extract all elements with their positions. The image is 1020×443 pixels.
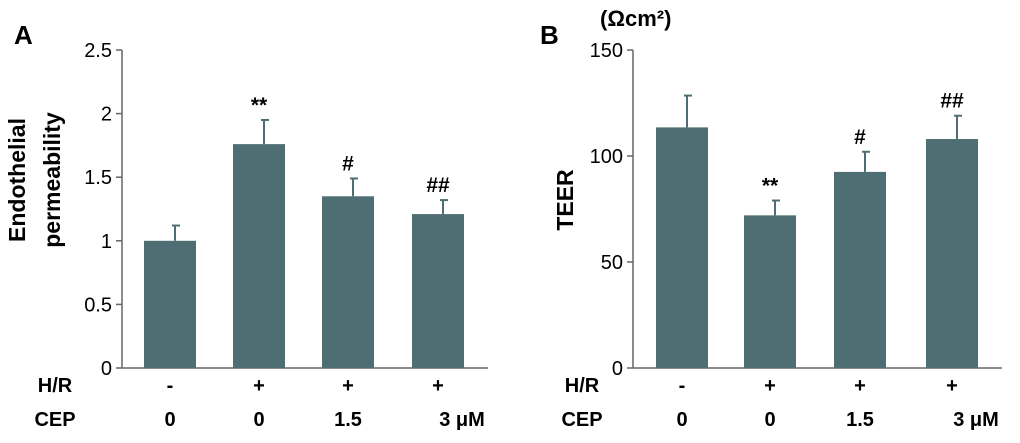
- y-tick-label: 150: [590, 40, 623, 62]
- bar-a-3: [322, 196, 374, 368]
- bar-b-3: [834, 171, 886, 368]
- y-tick-label: 100: [590, 146, 623, 168]
- significance-label-a-2: **: [251, 94, 268, 117]
- condition-value: 3 μM: [953, 409, 999, 431]
- y-tick-label: 1.5: [84, 167, 112, 189]
- condition-value: +: [253, 375, 265, 397]
- condition-value: 0: [253, 409, 264, 431]
- condition-label-cep-b: CEP: [561, 409, 602, 431]
- panel-label-a: A: [14, 20, 33, 50]
- bar-a-1: [144, 240, 196, 368]
- significance-label-a-3: #: [342, 152, 354, 175]
- y-tick-label: 1: [101, 231, 112, 253]
- condition-value: 0: [676, 409, 687, 431]
- significance-label-b-2: **: [762, 175, 779, 198]
- condition-value: +: [854, 375, 866, 397]
- condition-value: 0: [164, 409, 175, 431]
- significance-label-a-4: ##: [426, 174, 450, 197]
- condition-value: -: [167, 375, 174, 397]
- y-axis-label-b-1: TEER: [552, 169, 578, 231]
- significance-label-b-4: ##: [940, 90, 964, 113]
- bar-b-4: [926, 139, 978, 368]
- condition-value: +: [342, 375, 354, 397]
- bar-b-2: [744, 215, 796, 368]
- y-tick-label: 0: [101, 358, 112, 380]
- y-tick-label: 50: [601, 252, 623, 274]
- unit-label: (Ωcm²): [600, 6, 671, 31]
- condition-value: +: [432, 375, 444, 397]
- condition-value: +: [946, 375, 958, 397]
- condition-value: 3 μM: [439, 409, 485, 431]
- condition-value: 1.5: [846, 409, 874, 431]
- panel-label-b: B: [540, 20, 559, 50]
- condition-label-cep-a: CEP: [34, 409, 75, 431]
- y-tick-label: 0: [612, 358, 623, 380]
- condition-label-hr-a: H/R: [38, 375, 73, 397]
- y-tick-label: 0.5: [84, 294, 112, 316]
- condition-value: -: [679, 375, 686, 397]
- condition-value: 1.5: [334, 409, 362, 431]
- y-tick-label: 2.5: [84, 40, 112, 62]
- bar-a-2: [233, 144, 285, 368]
- significance-label-b-3: #: [854, 126, 866, 149]
- y-axis-label-a-2: permeability: [39, 112, 65, 248]
- bar-a-4: [412, 214, 464, 368]
- condition-value: 0: [764, 409, 775, 431]
- condition-value: +: [764, 375, 776, 397]
- bar-b-1: [656, 127, 708, 368]
- condition-label-hr-b: H/R: [565, 375, 600, 397]
- y-tick-label: 2: [101, 104, 112, 126]
- y-axis-label-a-1: Endothelial: [4, 118, 30, 242]
